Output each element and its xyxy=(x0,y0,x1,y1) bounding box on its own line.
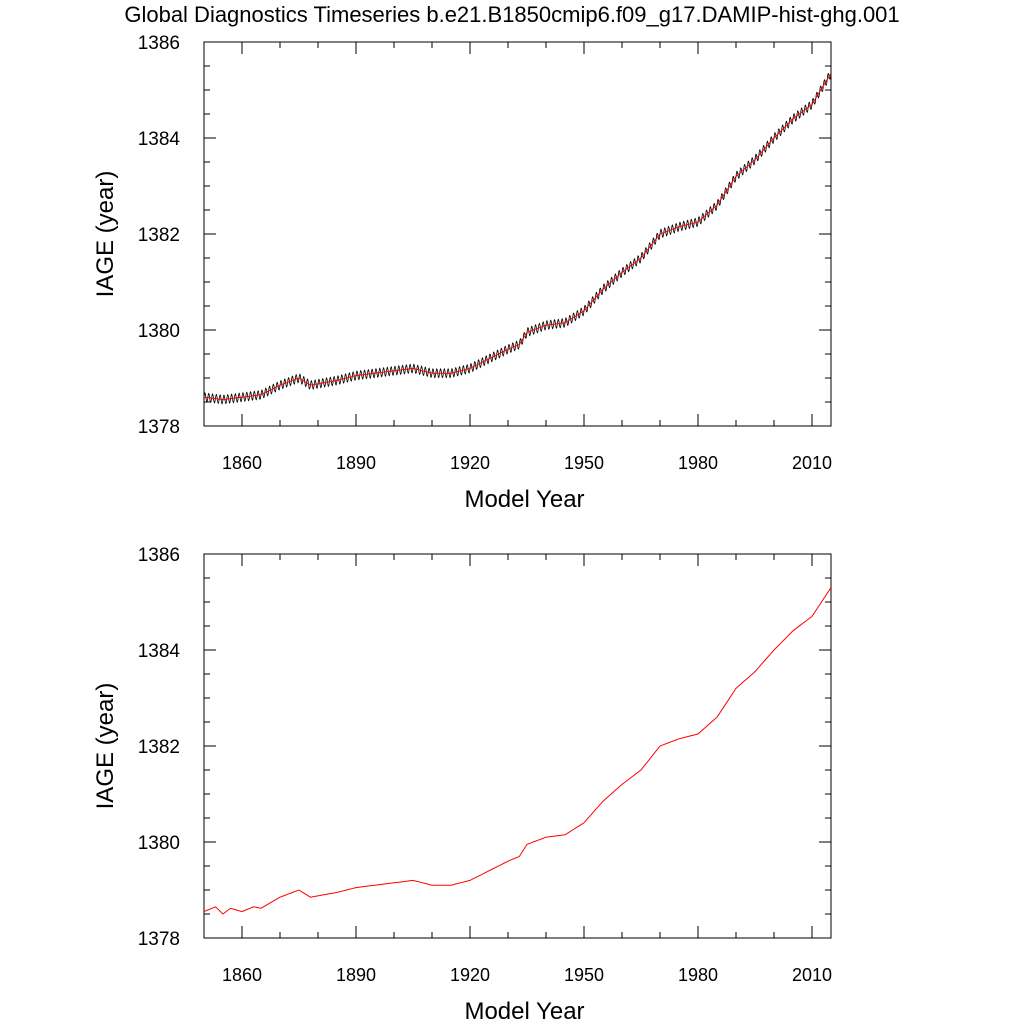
x-tick-label: 1980 xyxy=(678,965,718,985)
y-tick-label: 1386 xyxy=(138,545,180,566)
x-tick-label: 1950 xyxy=(564,453,604,473)
x-tick-label: 1890 xyxy=(336,965,376,985)
x-tick-label: 1920 xyxy=(450,453,490,473)
x-tick-label: 1950 xyxy=(564,965,604,985)
x-tick-label: 1860 xyxy=(222,965,262,985)
x-axis-label: Model Year xyxy=(464,486,584,513)
y-axis-label: IAGE (year) xyxy=(92,171,119,298)
y-tick-label: 1382 xyxy=(138,737,180,758)
y-tick-label: 1384 xyxy=(138,641,181,662)
x-tick-label: 2010 xyxy=(792,965,832,985)
plot-frame xyxy=(203,553,832,939)
y-axis-label: IAGE (year) xyxy=(92,683,119,810)
y-tick-label: 1378 xyxy=(138,929,180,950)
y-tick-label: 1380 xyxy=(138,321,180,342)
y-tick-label: 1380 xyxy=(138,833,180,854)
page-title: Global Diagnostics Timeseries b.e21.B185… xyxy=(124,2,900,27)
x-tick-label: 1980 xyxy=(678,453,718,473)
x-axis-label: Model Year xyxy=(464,998,584,1024)
top-chart: 1860 1890 1920 1950 1980 2010 1378 1380 1382 1384… xyxy=(92,33,832,513)
y-tick-label: 1384 xyxy=(138,129,181,150)
bottom-chart: 1860 1890 1920 1950 1980 2010 1378 1380 1382 1384… xyxy=(92,545,832,1024)
y-tick-label: 1378 xyxy=(138,417,180,438)
x-tick-label: 2010 xyxy=(792,453,832,473)
x-tick-label: 1890 xyxy=(336,453,376,473)
series-line-annual xyxy=(204,587,831,915)
series-line-annual xyxy=(204,72,831,401)
x-tick-label: 1920 xyxy=(450,965,490,985)
series-line-monthly xyxy=(204,73,831,405)
plot-frame xyxy=(203,41,832,427)
y-tick-label: 1386 xyxy=(138,33,180,54)
x-tick-label: 1860 xyxy=(222,453,262,473)
y-tick-label: 1382 xyxy=(138,225,180,246)
